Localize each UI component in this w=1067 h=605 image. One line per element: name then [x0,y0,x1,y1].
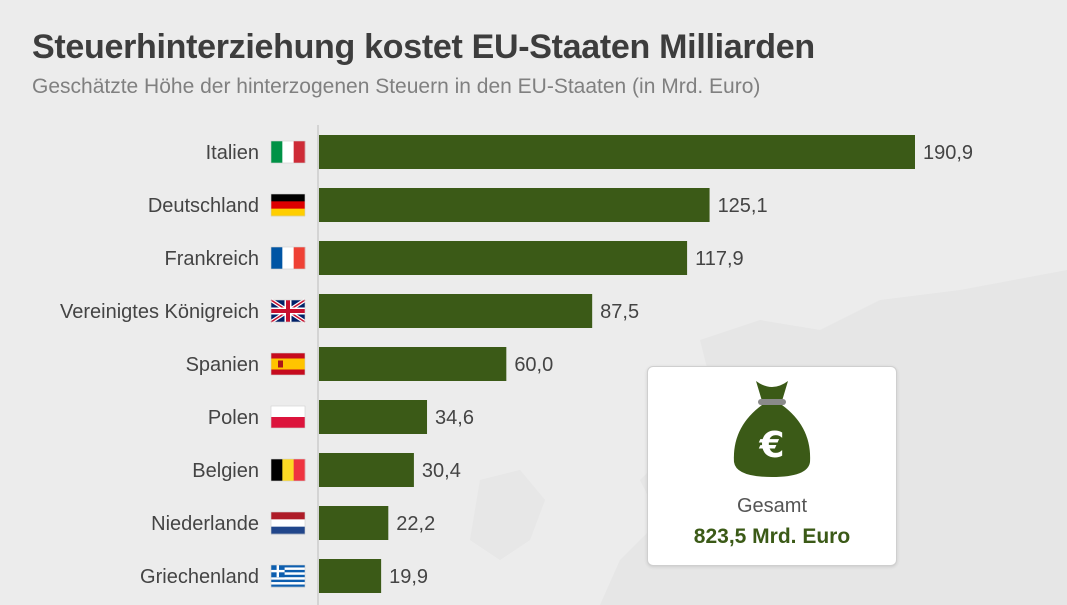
bar [319,241,688,275]
value-label: 19,9 [389,566,428,588]
category-label: Spanien [186,354,259,376]
bar [319,453,414,487]
money-bag-euro-icon: € [733,381,811,477]
bar [319,506,389,540]
category-label: Polen [208,407,259,429]
poland-flag-icon [270,405,306,429]
category-label: Griechenland [140,566,259,588]
category-label: Vereinigtes Königreich [60,301,259,323]
total-label: Gesamt [736,495,808,517]
france-flag-icon [270,246,306,270]
spain-flag-icon [270,352,306,376]
category-label: Niederlande [151,513,259,535]
bar [319,347,507,381]
category-label: Belgien [192,460,259,482]
value-label: 30,4 [422,460,461,482]
italy-flag-icon [270,140,306,164]
bar [319,400,428,434]
uk-flag-icon [269,298,307,324]
bar [319,188,710,222]
svg-text:€: € [758,425,784,466]
greece-flag-icon [270,564,306,588]
value-label: 34,6 [435,407,474,429]
germany-flag-icon [270,193,306,217]
belgium-flag-icon [270,458,306,482]
value-label: 22,2 [396,513,435,535]
category-label: Italien [206,142,259,164]
category-label: Deutschland [148,195,259,217]
total-card: € Gesamt 823,5 Mrd. Euro [647,366,897,566]
bar [319,559,382,593]
value-label: 60,0 [514,354,553,376]
chart-subtitle: Geschätzte Höhe der hinterzogenen Steuer… [32,75,761,98]
bar [319,294,593,328]
category-label: Frankreich [165,248,259,270]
value-label: 87,5 [600,301,639,323]
value-label: 190,9 [923,142,973,164]
netherlands-flag-icon [270,511,306,535]
bar [319,135,915,169]
value-label: 125,1 [718,195,768,217]
chart-title: Steuerhinterziehung kostet EU-Staaten Mi… [32,28,815,66]
value-label: 117,9 [695,248,744,270]
total-value: 823,5 Mrd. Euro [693,525,851,548]
